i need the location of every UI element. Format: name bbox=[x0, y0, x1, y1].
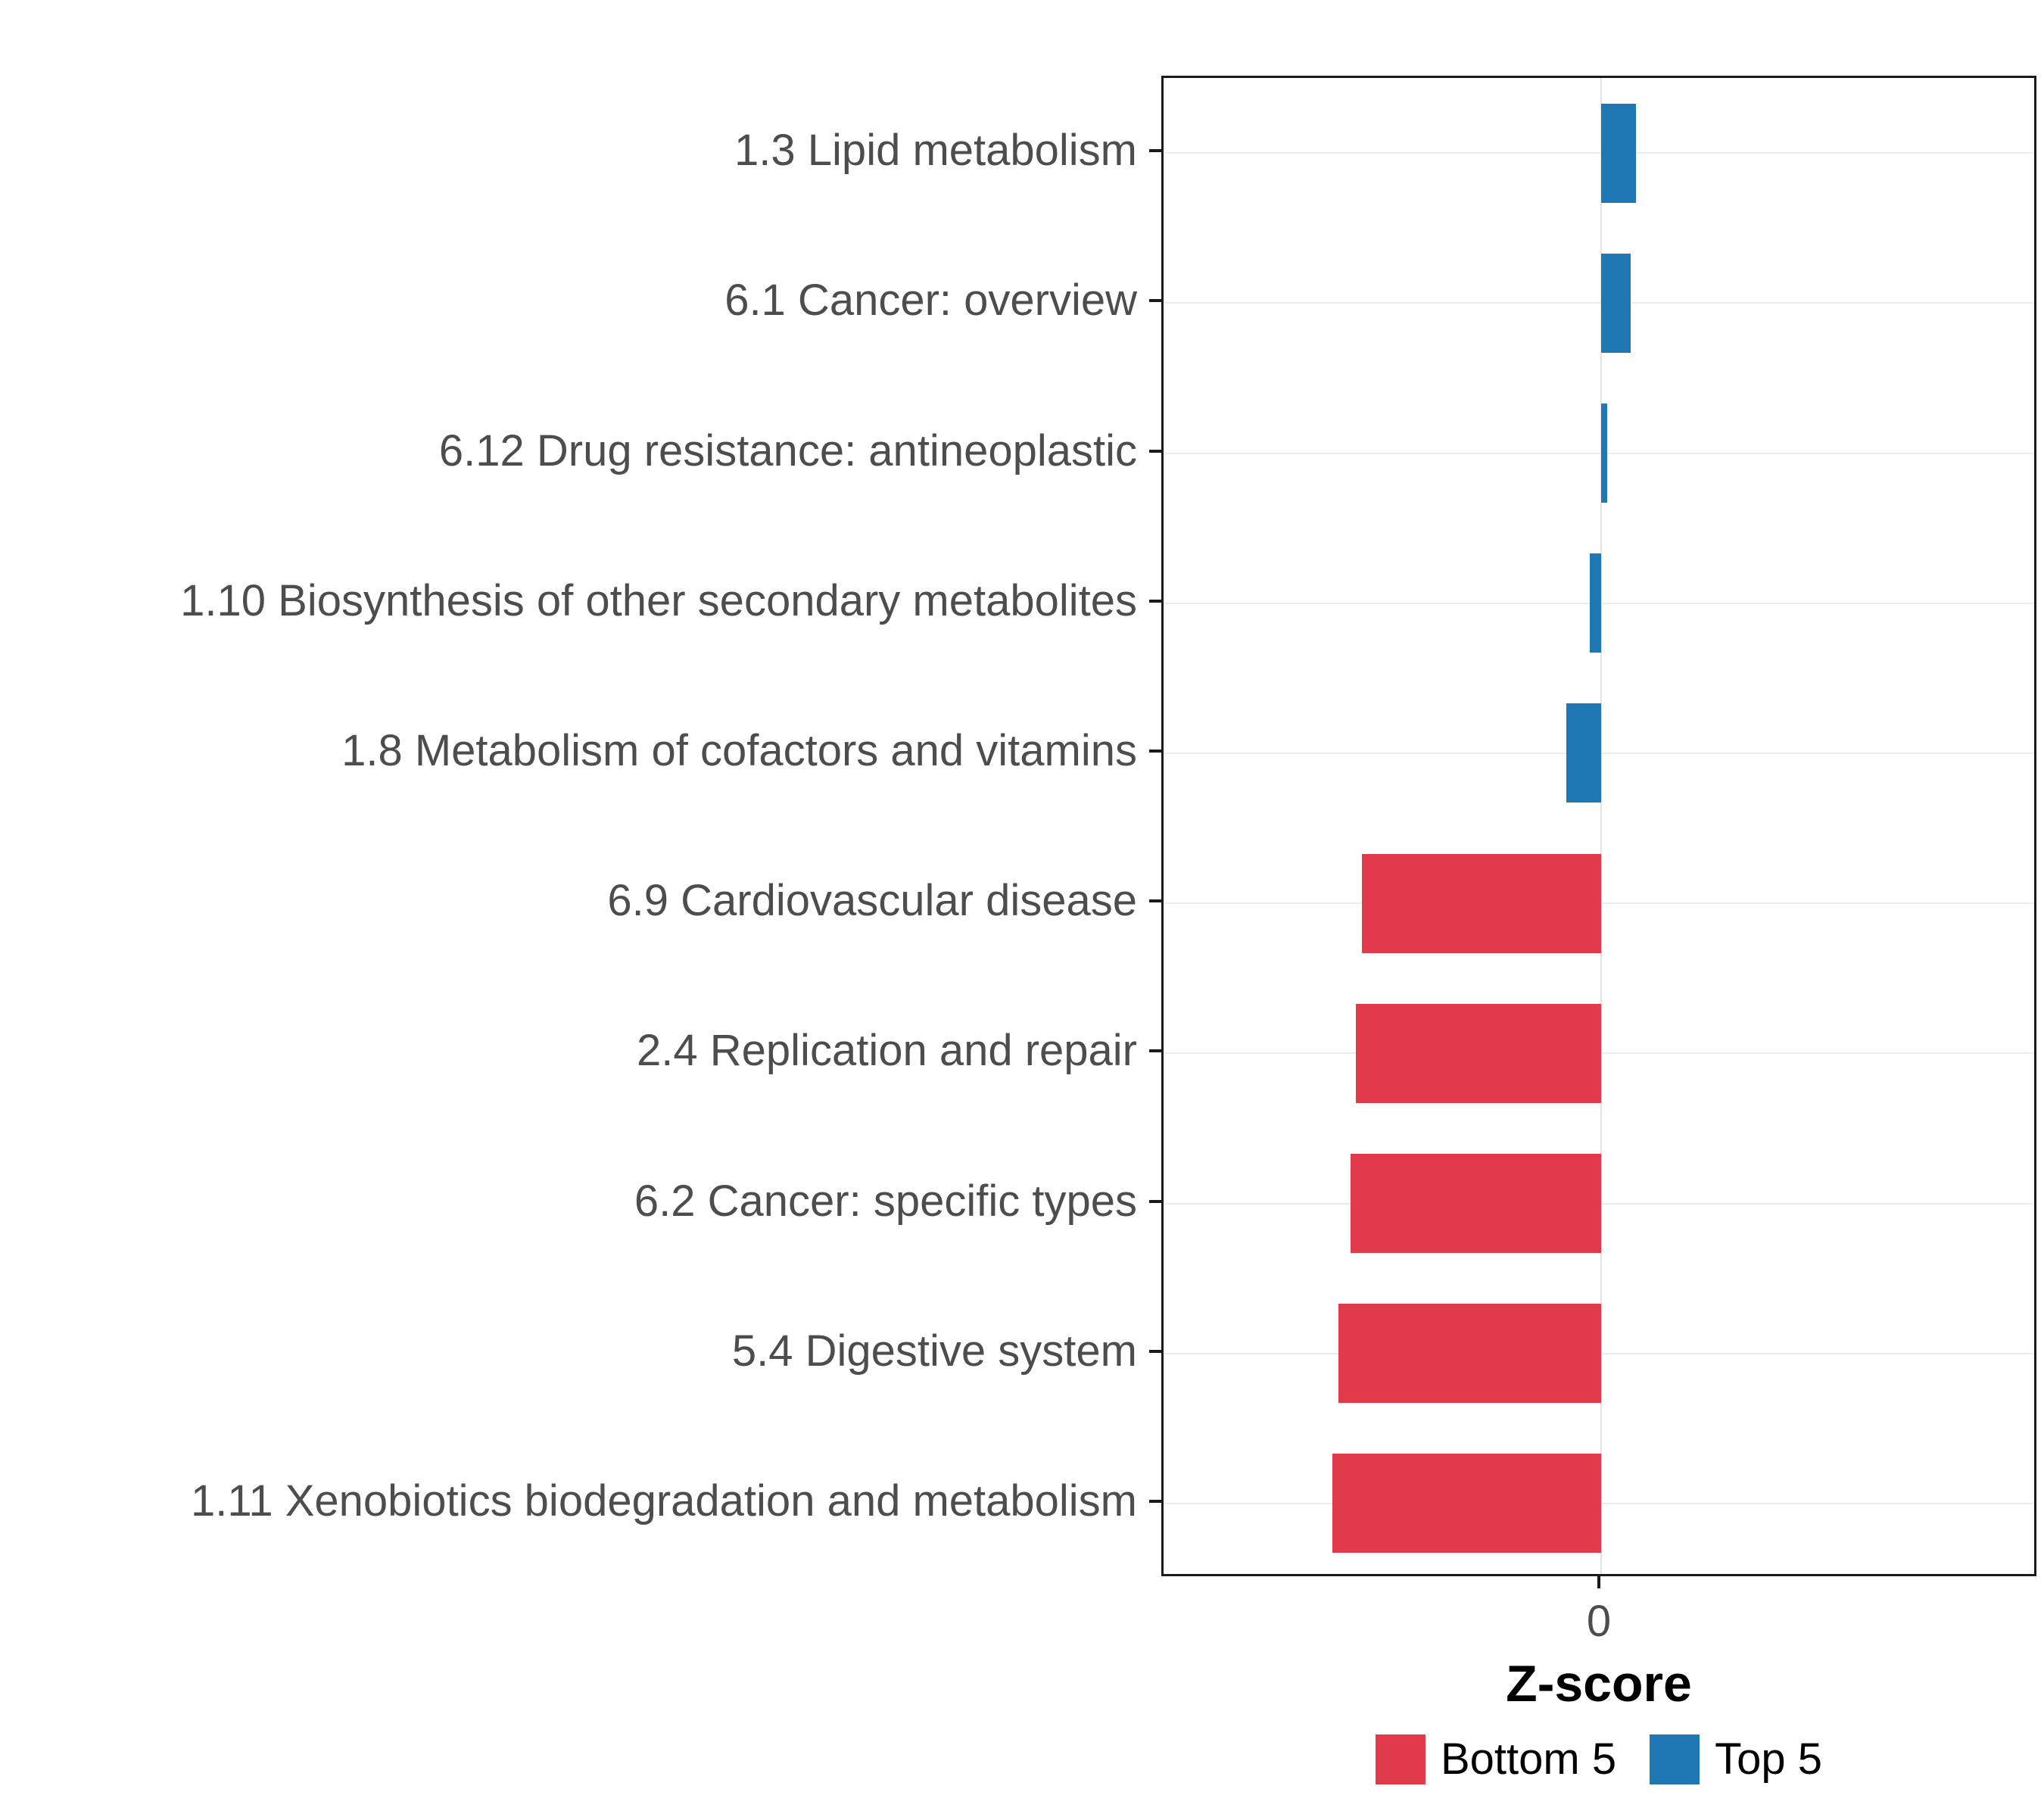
y-axis-tick bbox=[1149, 1350, 1161, 1353]
legend-item: Top 5 bbox=[1650, 1734, 1822, 1784]
category-label: 6.12 Drug resistance: antineoplastic bbox=[438, 426, 1137, 475]
y-axis-tick bbox=[1149, 450, 1161, 453]
category-label: 6.9 Cardiovascular disease bbox=[607, 876, 1137, 925]
category-label: 2.4 Replication and repair bbox=[637, 1026, 1137, 1075]
y-axis-tick bbox=[1149, 299, 1161, 302]
bar-top-5 bbox=[1601, 404, 1607, 503]
bar-bottom-5 bbox=[1338, 1304, 1601, 1403]
legend: Bottom 5 Top 5 bbox=[1161, 1734, 2036, 1784]
category-label: 6.1 Cancer: overview bbox=[724, 276, 1137, 325]
bar-top-5 bbox=[1601, 254, 1631, 353]
bar-bottom-5 bbox=[1362, 854, 1601, 953]
x-axis-tick bbox=[1597, 1576, 1600, 1588]
category-label: 1.11 Xenobiotics biodegradation and meta… bbox=[191, 1476, 1137, 1526]
legend-label: Bottom 5 bbox=[1440, 1734, 1617, 1784]
category-label: 6.2 Cancer: specific types bbox=[634, 1177, 1137, 1226]
x-tick-label: 0 bbox=[1586, 1597, 1612, 1646]
legend-swatch-top-5 bbox=[1650, 1734, 1700, 1784]
bar-top-5 bbox=[1566, 703, 1601, 803]
category-label: 1.10 Biosynthesis of other secondary met… bbox=[180, 576, 1137, 625]
y-axis-tick bbox=[1149, 600, 1161, 603]
y-axis-tick bbox=[1149, 1049, 1161, 1052]
major-gridline-horizontal bbox=[1164, 152, 2034, 154]
category-label: 1.3 Lipid metabolism bbox=[734, 126, 1137, 175]
major-gridline-horizontal bbox=[1164, 302, 2034, 304]
bar-bottom-5 bbox=[1350, 1154, 1601, 1253]
plot-panel bbox=[1161, 76, 2036, 1576]
legend-swatch-bottom-5 bbox=[1375, 1734, 1426, 1784]
bar-top-5 bbox=[1589, 553, 1601, 653]
legend-label: Top 5 bbox=[1715, 1734, 1822, 1784]
y-axis-tick bbox=[1149, 149, 1161, 152]
y-axis-tick bbox=[1149, 899, 1161, 902]
y-axis-tick bbox=[1149, 750, 1161, 753]
category-label: 5.4 Digestive system bbox=[731, 1326, 1137, 1376]
x-axis-title: Z-score bbox=[1506, 1655, 1692, 1713]
category-label: 1.8 Metabolism of cofactors and vitamins bbox=[341, 726, 1137, 775]
y-axis-tick bbox=[1149, 1200, 1161, 1203]
bar-top-5 bbox=[1601, 104, 1637, 203]
zero-gridline bbox=[1600, 78, 1602, 1574]
y-axis-tick bbox=[1149, 1500, 1161, 1503]
major-gridline-horizontal bbox=[1164, 452, 2034, 454]
bar-bottom-5 bbox=[1332, 1454, 1601, 1553]
legend-item: Bottom 5 bbox=[1375, 1734, 1617, 1784]
bar-bottom-5 bbox=[1356, 1004, 1601, 1103]
